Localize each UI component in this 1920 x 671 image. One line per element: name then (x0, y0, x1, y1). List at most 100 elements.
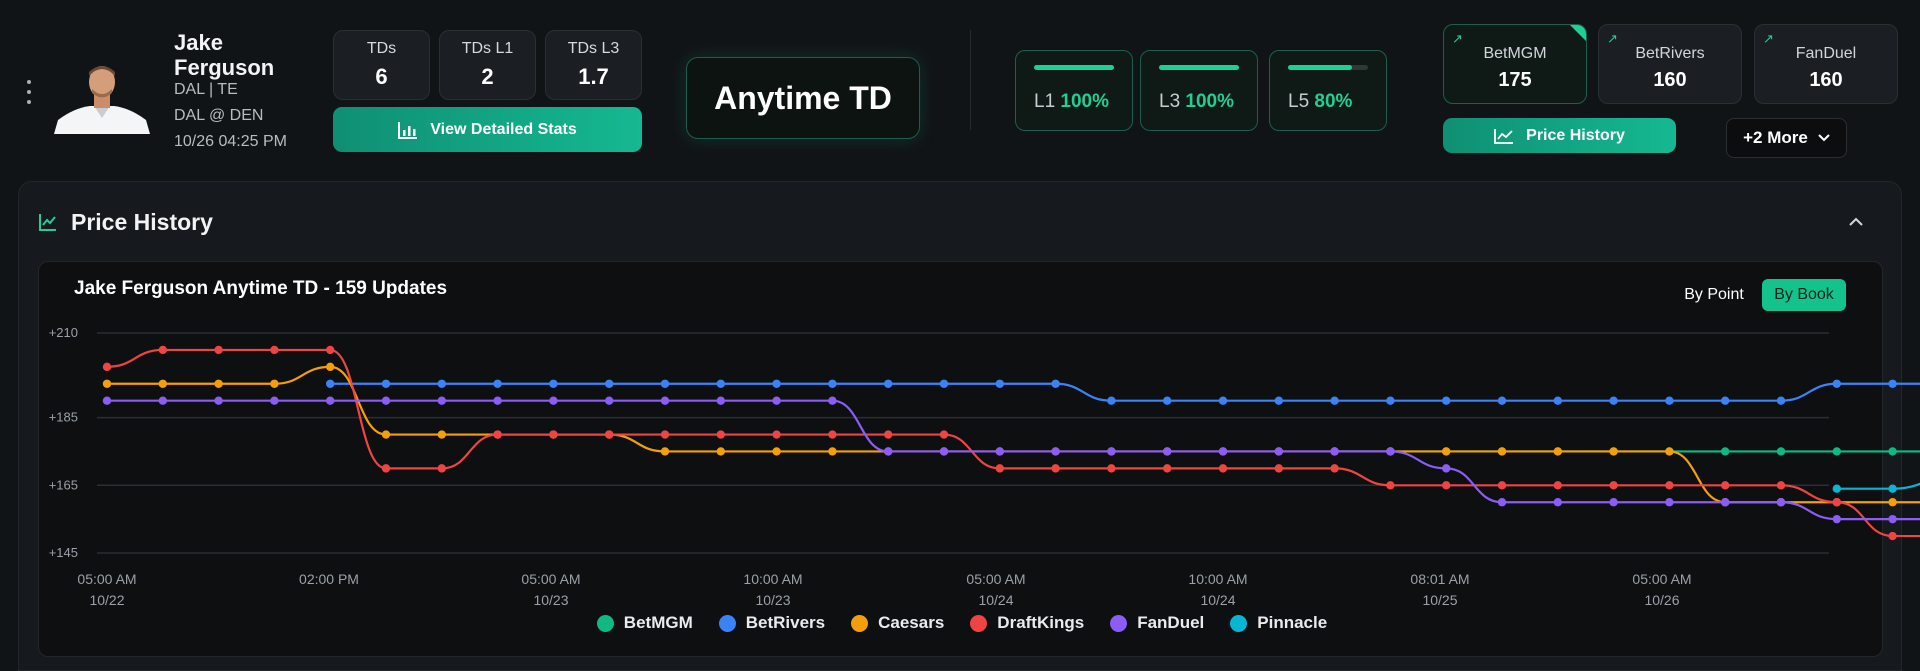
data-point (493, 430, 502, 439)
data-point (1609, 396, 1618, 405)
book-card-fanduel[interactable]: ↗ FanDuel 160 (1754, 24, 1898, 104)
panel-title: Price History (71, 209, 213, 235)
bar-chart-icon (398, 121, 418, 139)
legend-label: BetMGM (623, 613, 693, 632)
legend-item-betrivers[interactable]: BetRivers (715, 613, 825, 633)
x-tick-date: 10/23 (533, 592, 568, 608)
data-point (437, 396, 446, 405)
data-point (939, 430, 949, 439)
line-chart-icon (1494, 128, 1514, 144)
data-point (381, 430, 391, 439)
by-point-toggle[interactable]: By Point (1684, 286, 1744, 303)
data-point (214, 345, 223, 355)
x-tick-time: 08:01 AM (1410, 571, 1469, 587)
more-books-dropdown[interactable]: +2 More (1726, 118, 1847, 158)
data-point (214, 379, 223, 388)
by-book-toggle[interactable]: By Book (1762, 279, 1846, 311)
data-point (549, 430, 558, 439)
stat-tds: TDs 6 (333, 30, 430, 100)
legend-label: DraftKings (997, 613, 1085, 632)
data-point (660, 396, 670, 405)
data-point (1497, 447, 1507, 456)
player-avatar (54, 62, 150, 134)
data-point (828, 396, 837, 405)
data-point (158, 379, 167, 388)
data-point (660, 447, 670, 456)
header-divider (970, 30, 971, 130)
data-point (1832, 484, 1842, 493)
data-point (270, 396, 279, 405)
data-point (1888, 379, 1897, 388)
data-point (1665, 396, 1674, 405)
data-point (660, 430, 670, 439)
data-point (1330, 396, 1339, 405)
trend-percent: 100% (1060, 91, 1110, 112)
data-point (1497, 481, 1507, 490)
market-title: Anytime TD (686, 57, 920, 139)
trend-label: L3 (1159, 91, 1181, 112)
trend-l1: L1 100% (1015, 50, 1133, 131)
data-point (1274, 464, 1284, 473)
x-tick-date: 10/23 (755, 592, 790, 608)
stat-tds-l1: TDs L1 2 (439, 30, 536, 100)
data-point (158, 396, 167, 405)
x-tick-time: 05:00 AM (966, 571, 1025, 587)
data-point (102, 396, 112, 405)
more-options-icon[interactable] (24, 80, 34, 104)
view-detailed-stats-button[interactable]: View Detailed Stats (333, 107, 642, 152)
view-detailed-stats-label: View Detailed Stats (430, 120, 577, 138)
player-name: Jake Ferguson (174, 30, 275, 80)
data-point (1721, 481, 1730, 490)
data-point (1776, 396, 1786, 405)
x-tick-date: 10/26 (1644, 592, 1679, 608)
x-tick-time: 05:00 AM (521, 571, 580, 587)
external-link-icon[interactable]: ↗ (1452, 31, 1463, 46)
data-point (1330, 447, 1339, 456)
book-card-betrivers[interactable]: ↗ BetRivers 160 (1598, 24, 1742, 104)
x-tick-date: 10/25 (1422, 592, 1457, 608)
stat-label: TDs L3 (567, 40, 620, 57)
x-tick-date: 10/24 (1200, 592, 1235, 608)
legend-item-pinnacle[interactable]: Pinnacle (1226, 613, 1327, 633)
data-point (270, 379, 279, 388)
trend-bar-fill (1159, 65, 1239, 70)
book-odds: 160 (1653, 69, 1687, 91)
data-point (1274, 447, 1284, 456)
legend-item-caesars[interactable]: Caesars (847, 613, 944, 633)
data-point (1721, 396, 1730, 405)
stat-value: 2 (481, 64, 494, 89)
legend-item-fanduel[interactable]: FanDuel (1106, 613, 1204, 633)
data-point (1051, 379, 1060, 388)
data-point (1107, 447, 1116, 456)
data-point (1163, 464, 1172, 473)
data-point (1497, 498, 1507, 507)
book-name: BetRivers (1635, 45, 1705, 62)
legend-item-betmgm[interactable]: BetMGM (593, 613, 693, 633)
y-tick-label: +210 (49, 325, 78, 340)
data-point (381, 464, 391, 473)
trend-label: L1 (1034, 91, 1056, 112)
data-point (1553, 498, 1563, 507)
data-point (1888, 531, 1897, 541)
data-point (772, 396, 781, 405)
legend-item-draftkings[interactable]: DraftKings (966, 613, 1084, 633)
price-history-button[interactable]: Price History (1443, 118, 1676, 153)
data-point (1442, 396, 1451, 405)
y-tick-label: +145 (49, 545, 78, 560)
data-point (1553, 447, 1563, 456)
x-tick-date: 10/24 (978, 592, 1013, 608)
chevron-up-icon[interactable] (1846, 212, 1866, 232)
legend-dot (596, 614, 614, 632)
data-point (1609, 447, 1618, 456)
book-card-betmgm[interactable]: ↗ BetMGM 175 (1443, 24, 1587, 104)
y-tick-label: +165 (49, 477, 78, 492)
data-point (1888, 484, 1897, 493)
series-line-fanduel (107, 399, 1920, 521)
data-point (605, 396, 614, 405)
data-point (1442, 464, 1451, 473)
external-link-icon[interactable]: ↗ (1763, 31, 1774, 46)
external-link-icon[interactable]: ↗ (1607, 31, 1618, 46)
data-point (1721, 447, 1730, 456)
player-team-position: DAL | TE (174, 81, 238, 98)
